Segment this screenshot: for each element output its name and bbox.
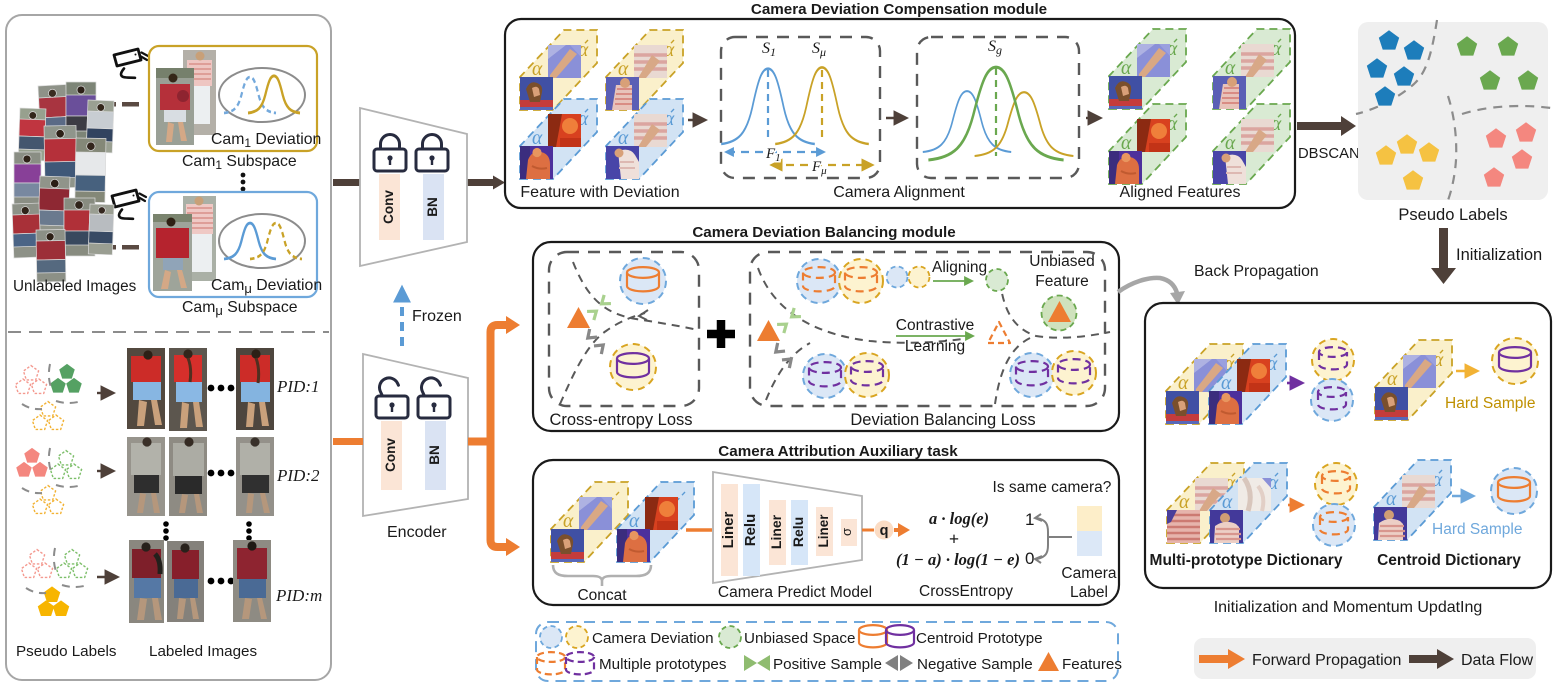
svg-text:Cam1 Deviation: Cam1 Deviation <box>211 131 321 150</box>
svg-text:S1: S1 <box>762 40 776 59</box>
svg-text:PID:2: PID:2 <box>276 466 320 485</box>
svg-text:α: α <box>1386 489 1397 510</box>
svg-text:Is same camera?: Is same camera? <box>993 479 1112 496</box>
svg-text:Concat: Concat <box>577 587 627 604</box>
svg-text:Sg: Sg <box>988 38 1002 57</box>
svg-text:0: 0 <box>1025 549 1034 568</box>
svg-text:α: α <box>1178 373 1189 394</box>
svg-text:α: α <box>1222 492 1233 513</box>
svg-text:+: + <box>949 529 959 549</box>
svg-text:Camera Predict Model: Camera Predict Model <box>718 584 872 601</box>
svg-text:α: α <box>532 128 543 149</box>
svg-text:α: α <box>1433 350 1444 371</box>
svg-text:Unbiased: Unbiased <box>1029 253 1095 270</box>
svg-text:α: α <box>1121 133 1132 154</box>
svg-text:Data Flow: Data Flow <box>1461 652 1533 669</box>
svg-text:1: 1 <box>1025 510 1034 529</box>
svg-text:α: α <box>618 128 629 149</box>
svg-text:Relu: Relu <box>742 514 759 547</box>
svg-text:α: α <box>1387 369 1398 390</box>
svg-text:Feature with Deviation: Feature with Deviation <box>520 184 679 201</box>
svg-text:Initialization and Momentum Up: Initialization and Momentum UpdatIng <box>1214 599 1483 616</box>
svg-text:α: α <box>532 59 543 80</box>
svg-text:Camera Deviation Compensation: Camera Deviation Compensation module <box>751 1 1047 18</box>
svg-text:Label: Label <box>1070 584 1108 601</box>
svg-text:Feature: Feature <box>1035 273 1088 290</box>
svg-text:α: α <box>563 511 574 532</box>
svg-text:α: α <box>1225 133 1236 154</box>
svg-text:Deviation Balancing Loss: Deviation Balancing Loss <box>850 411 1035 429</box>
svg-text:α: α <box>664 40 675 61</box>
svg-text:BN: BN <box>427 445 442 465</box>
svg-text:Forward Propagation: Forward Propagation <box>1252 652 1401 669</box>
svg-text:Pseudo Labels: Pseudo Labels <box>1398 206 1507 224</box>
svg-text:α: α <box>1224 354 1235 375</box>
svg-text:Camera Alignment: Camera Alignment <box>833 184 965 201</box>
svg-text:α: α <box>1268 473 1279 494</box>
svg-text:α: α <box>629 511 640 532</box>
svg-text:Camμ Subspace: Camμ Subspace <box>182 299 298 318</box>
svg-text:Centroid Prototype: Centroid Prototype <box>916 630 1043 647</box>
svg-text:BN: BN <box>425 197 440 217</box>
svg-text:Initialization: Initialization <box>1456 246 1542 264</box>
svg-text:Aligning: Aligning <box>932 259 987 276</box>
svg-text:α: α <box>578 109 589 130</box>
svg-text:Pseudo Labels: Pseudo Labels <box>16 643 117 660</box>
svg-text:Aligned Features: Aligned Features <box>1120 184 1241 201</box>
svg-text:Cam1 Subspace: Cam1 Subspace <box>182 153 297 172</box>
svg-text:Sμ: Sμ <box>812 40 826 59</box>
svg-text:α: α <box>1167 114 1178 135</box>
svg-text:α: α <box>1225 473 1236 494</box>
svg-text:Back Propagation: Back Propagation <box>1194 263 1319 280</box>
svg-text:Multiple prototypes: Multiple prototypes <box>599 656 727 673</box>
svg-text:Camera Deviation: Camera Deviation <box>592 630 714 647</box>
svg-text:α: α <box>1167 39 1178 60</box>
svg-text:Centroid Dictionary: Centroid Dictionary <box>1377 552 1521 569</box>
svg-text:Learning: Learning <box>905 338 965 355</box>
svg-text:Labeled Images: Labeled Images <box>149 643 257 660</box>
svg-text:Camμ Deviation: Camμ Deviation <box>211 277 322 296</box>
svg-text:α: α <box>664 109 675 130</box>
svg-text:Hard Sample: Hard Sample <box>1445 395 1535 412</box>
svg-text:Liner: Liner <box>768 514 784 549</box>
svg-text:α: α <box>1271 39 1282 60</box>
svg-text:PID:m: PID:m <box>275 586 322 605</box>
svg-text:q: q <box>880 523 889 539</box>
svg-text:a · log(e): a · log(e) <box>929 509 989 528</box>
svg-text:Liner: Liner <box>720 512 737 549</box>
svg-text:PID:1: PID:1 <box>276 377 319 396</box>
svg-text:α: α <box>1179 492 1190 513</box>
svg-text:Contrastive: Contrastive <box>896 317 974 334</box>
svg-text:σ: σ <box>839 528 854 536</box>
svg-text:α: α <box>1121 58 1132 79</box>
svg-text:Features: Features <box>1062 656 1122 673</box>
svg-text:Frozen: Frozen <box>412 308 462 325</box>
svg-text:(1 − a) · log(1 − e): (1 − a) · log(1 − e) <box>896 550 1020 569</box>
svg-text:Encoder: Encoder <box>387 524 447 541</box>
svg-text:Hard Sample: Hard Sample <box>1432 521 1522 538</box>
svg-text:Relu: Relu <box>790 517 806 547</box>
svg-text:Negative Sample: Negative Sample <box>917 656 1033 673</box>
svg-text:α: α <box>1432 470 1443 491</box>
svg-text:Conv: Conv <box>381 190 396 224</box>
svg-text:α: α <box>618 59 629 80</box>
svg-text:α: α <box>1267 354 1278 375</box>
svg-text:Positive Sample: Positive Sample <box>773 656 882 673</box>
svg-text:Camera Attribution Auxiliary t: Camera Attribution Auxiliary task <box>718 443 958 460</box>
svg-text:Cross-entropy Loss: Cross-entropy Loss <box>549 411 692 429</box>
svg-text:α: α <box>1225 58 1236 79</box>
svg-text:Unlabeled Images: Unlabeled Images <box>13 278 137 295</box>
svg-text:α: α <box>1271 114 1282 135</box>
svg-text:Camera: Camera <box>1061 565 1117 582</box>
svg-text:α: α <box>578 40 589 61</box>
svg-text:Camera Deviation Balancing mod: Camera Deviation Balancing module <box>692 224 955 241</box>
svg-text:α: α <box>1221 373 1232 394</box>
svg-text:Multi-prototype Dictionary: Multi-prototype Dictionary <box>1150 552 1343 569</box>
svg-text:Unbiased Space: Unbiased Space <box>744 630 855 647</box>
svg-text:Conv: Conv <box>383 438 398 472</box>
svg-text:Liner: Liner <box>816 514 831 548</box>
svg-text:CrossEntropy: CrossEntropy <box>919 583 1013 600</box>
svg-text:DBSCAN: DBSCAN <box>1298 146 1360 162</box>
